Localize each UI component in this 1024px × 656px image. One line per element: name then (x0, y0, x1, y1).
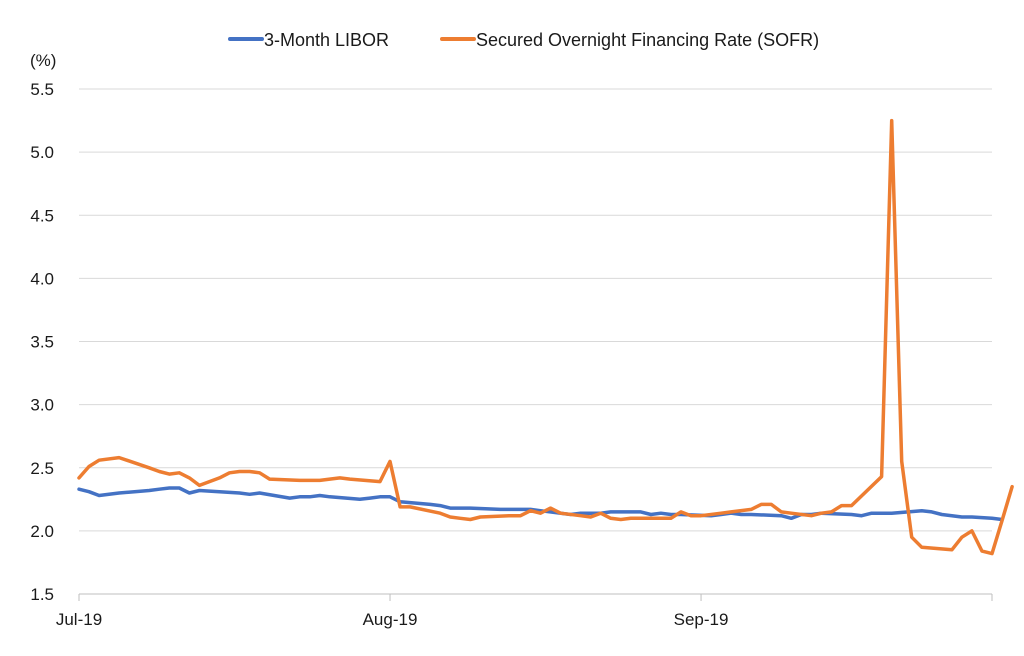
x-tick-label: Sep-19 (674, 610, 729, 629)
y-tick-label: 5.0 (30, 143, 54, 162)
y-tick-label: 4.5 (30, 206, 54, 225)
y-axis-ticks: 1.5 2.0 2.5 3.0 3.5 4.0 4.5 5.0 5.5 (30, 80, 54, 604)
y-tick-label: 1.5 (30, 585, 54, 604)
x-tick-label: Jul-19 (56, 610, 102, 629)
series-lines (77, 118, 1014, 556)
y-tick-label: 2.0 (30, 522, 54, 541)
series-line-sofr (77, 118, 1014, 556)
series-line-libor (77, 486, 1004, 522)
y-tick-label: 4.0 (30, 269, 54, 288)
gridlines (79, 88, 992, 532)
legend: 3-Month LIBOR Secured Overnight Financin… (228, 30, 819, 50)
y-tick-label: 5.5 (30, 80, 54, 99)
y-axis-unit-label: (%) (30, 51, 56, 70)
y-tick-label: 3.0 (30, 396, 54, 415)
x-tick-label: Aug-19 (363, 610, 418, 629)
legend-label-sofr: Secured Overnight Financing Rate (SOFR) (476, 30, 819, 50)
y-tick-label: 2.5 (30, 459, 54, 478)
y-tick-label: 3.5 (30, 333, 54, 352)
x-axis: Jul-19 Aug-19 Sep-19 (56, 593, 993, 629)
legend-label-libor: 3-Month LIBOR (264, 30, 389, 50)
